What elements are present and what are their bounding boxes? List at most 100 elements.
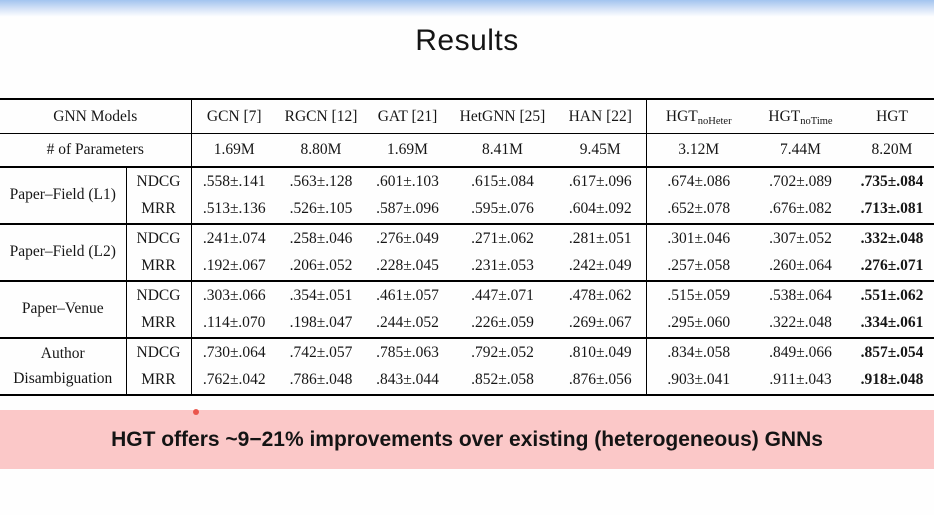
value-cell: .876±.056 [555,366,647,395]
value-cell: .231±.053 [471,257,534,275]
value-cell: .762±.042 [202,371,266,389]
params-label: # of Parameters [0,133,192,167]
params-row: # of Parameters 1.69M 8.80M 1.69M 8.41M 9.45M… [0,133,934,167]
metric-label: MRR [126,309,192,338]
model-header: HGT [876,107,908,125]
value-cell: .674±.086 [667,172,731,190]
value-cell: .792±.052 [471,343,534,361]
value-cell: .478±.062 [555,281,647,310]
value-cell: .226±.059 [471,314,534,332]
table-row: MRR .762±.042 .786±.048 .843±.044 .852±.058.… [0,366,934,395]
value-cell: .735±.084 [860,172,924,190]
task-label: Paper–Field (L1) [0,167,127,224]
params-value: 3.12M [678,141,720,158]
value-cell: .595±.076 [471,200,534,218]
value-cell: .849±.066 [769,343,832,361]
value-cell: .911±.043 [769,371,832,389]
value-cell: .730±.064 [202,343,266,361]
results-table: GNN Models GCN [7] RGCN [12] GAT [21] HetGNN… [0,98,934,396]
model-header: HGTnoHeter [665,107,732,127]
value-cell: .513±.136 [202,200,266,218]
value-cell: .903±.041 [667,371,731,389]
metric-label: NDCG [126,167,192,196]
value-cell: .447±.071 [471,286,534,304]
value-cell: .918±.048 [860,371,924,389]
value-cell: .307±.052 [769,229,832,247]
table-header-row: GNN Models GCN [7] RGCN [12] GAT [21] HetGNN… [0,99,934,134]
highlight-banner: HGT offers ~9−21% improvements over exis… [0,410,934,469]
value-cell: .785±.063 [376,343,439,361]
value-cell: .515±.059 [667,286,731,304]
model-header: GAT [21] [377,107,438,125]
value-cell: .786±.048 [289,371,353,389]
value-cell: .281±.051 [555,224,647,253]
value-cell: .271±.062 [471,229,534,247]
value-cell: .617±.096 [555,167,647,196]
value-cell: .676±.082 [769,200,832,218]
value-cell: .843±.044 [376,371,439,389]
slide-title: Results [415,24,519,57]
value-cell: .258±.046 [289,229,353,247]
value-cell: .244±.052 [376,314,439,332]
table-row: Paper–Field (L2) NDCG .241±.074 .258±.046 .2… [0,224,934,281]
metric-label: MRR [126,195,192,224]
value-cell: .332±.048 [860,229,924,247]
value-cell: .652±.078 [667,200,731,218]
params-value: 8.80M [300,141,342,158]
value-cell: .702±.089 [769,172,832,190]
metric-label: NDCG [126,281,192,310]
metric-label: NDCG [126,338,192,367]
top-gradient-strip [0,0,934,17]
params-value: 8.20M [871,141,913,158]
value-cell: .615±.084 [471,172,534,190]
banner-text: HGT offers ~9−21% improvements over exis… [111,427,823,451]
params-value: 8.41M [482,141,523,158]
params-value: 1.69M [387,141,428,158]
value-cell: .276±.071 [860,257,924,275]
model-header: HGTnoTime [768,107,833,127]
value-cell: .192±.067 [202,257,266,275]
value-cell: .526±.105 [289,200,353,218]
table-row: MRR .513±.136 .526±.105 .587±.096 .595±.076.… [0,195,934,224]
value-cell: .810±.049 [555,338,647,367]
value-cell: .551±.062 [860,286,924,304]
value-cell: .228±.045 [376,257,439,275]
table-row: MRR .192±.067 .206±.052 .228±.045 .231±.053.… [0,252,934,281]
value-cell: .538±.064 [769,286,832,304]
value-cell: .713±.081 [860,200,924,218]
value-cell: .461±.057 [376,286,439,304]
value-cell: .604±.092 [555,195,647,224]
value-cell: .834±.058 [667,343,731,361]
value-cell: .857±.054 [860,343,924,361]
value-cell: .269±.067 [555,309,647,338]
task-label: Paper–Field (L2) [0,224,127,281]
table-row: MRR .114±.070 .198±.047 .244±.052 .226±.059.… [0,309,934,338]
model-header: HAN [22] [555,99,647,134]
params-value: 9.45M [555,133,647,167]
value-cell: .114±.070 [203,314,266,332]
model-header: RGCN [12] [284,107,358,125]
corner-header: GNN Models [0,99,192,134]
value-cell: .334±.061 [860,314,924,332]
params-value: 7.44M [780,141,821,158]
table-row: Author Disambiguation NDCG .730±.064 .742±.… [0,338,934,395]
value-cell: .257±.058 [667,257,731,275]
value-cell: .354±.051 [289,286,353,304]
value-cell: .742±.057 [289,343,353,361]
value-cell: .563±.128 [289,172,353,190]
value-cell: .601±.103 [376,172,439,190]
laser-pointer-dot [193,409,199,415]
metric-label: NDCG [126,224,192,253]
task-label: Author Disambiguation [0,338,127,395]
value-cell: .558±.141 [202,172,266,190]
table-row: Paper–Field (L1) NDCG .558±.141 .563±.128 .6… [0,167,934,224]
model-header-subscript: noTime [800,115,833,127]
value-cell: .276±.049 [376,229,439,247]
table-row: Paper–Venue NDCG .303±.066 .354±.051 .461±.0… [0,281,934,338]
model-header: HetGNN [25] [459,107,546,125]
value-cell: .206±.052 [289,257,353,275]
value-cell: .852±.058 [471,371,534,389]
value-cell: .241±.074 [202,229,266,247]
value-cell: .303±.066 [202,286,266,304]
